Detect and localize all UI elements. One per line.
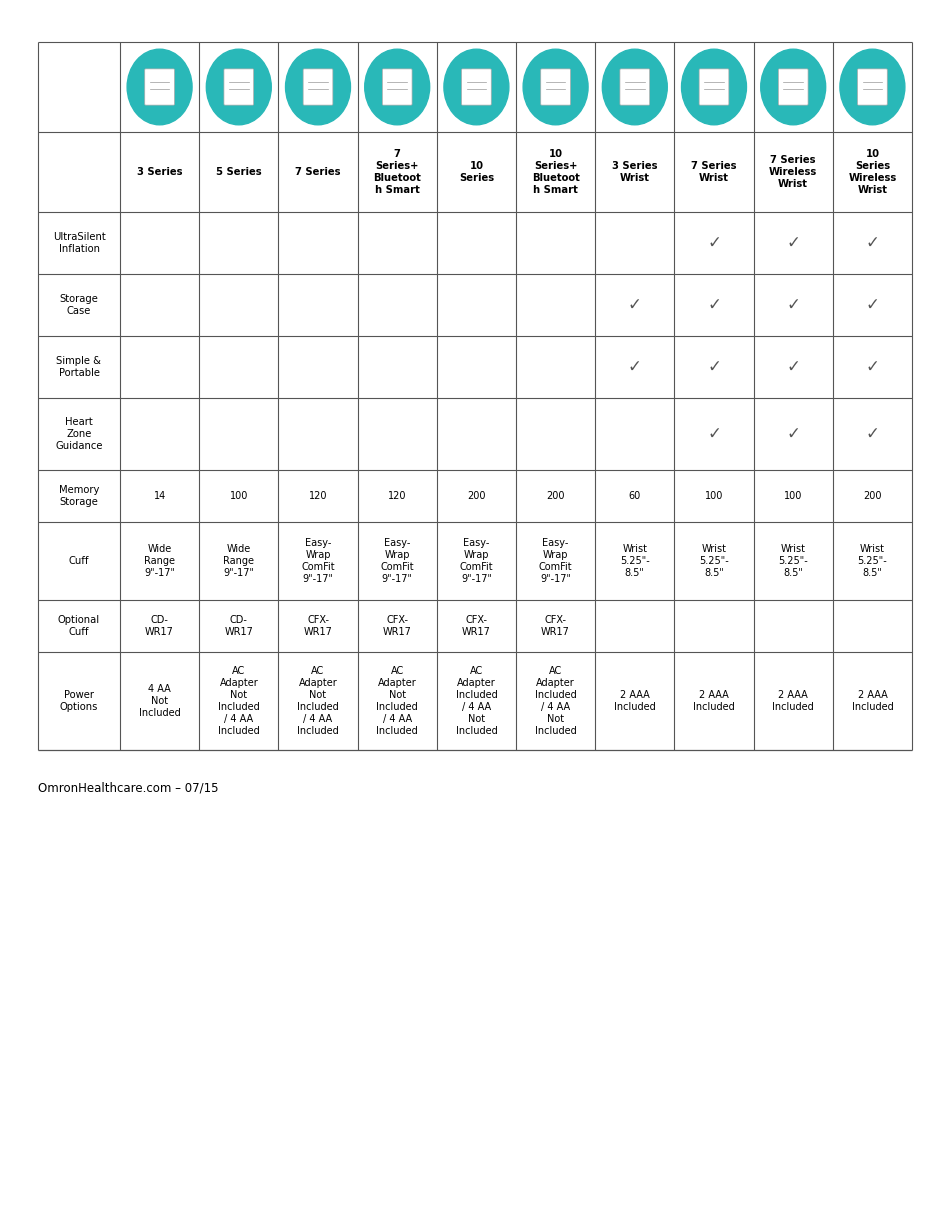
Text: Storage
Case: Storage Case <box>60 294 99 316</box>
Text: 14: 14 <box>154 491 165 501</box>
Text: Wrist
5.25"-
8.5": Wrist 5.25"- 8.5" <box>699 544 729 578</box>
FancyBboxPatch shape <box>144 69 175 105</box>
Text: ✓: ✓ <box>787 426 800 443</box>
Text: UltraSilent
Inflation: UltraSilent Inflation <box>52 232 105 255</box>
Text: 120: 120 <box>309 491 327 501</box>
Ellipse shape <box>840 49 904 124</box>
Ellipse shape <box>127 49 192 124</box>
FancyBboxPatch shape <box>778 69 808 105</box>
Text: ✓: ✓ <box>628 358 642 376</box>
Text: 2 AAA
Included: 2 AAA Included <box>772 690 814 712</box>
Ellipse shape <box>681 49 747 124</box>
Text: ✓: ✓ <box>707 296 721 314</box>
Text: Easy-
Wrap
ComFit
9"-17": Easy- Wrap ComFit 9"-17" <box>301 538 334 584</box>
Ellipse shape <box>761 49 826 124</box>
Text: Wide
Range
9"-17": Wide Range 9"-17" <box>144 544 175 578</box>
Text: Power
Options: Power Options <box>60 690 98 712</box>
Text: 120: 120 <box>388 491 407 501</box>
Ellipse shape <box>444 49 509 124</box>
Text: 2 AAA
Included: 2 AAA Included <box>851 690 893 712</box>
Text: CFX-
WR17: CFX- WR17 <box>304 615 332 637</box>
Text: Simple &
Portable: Simple & Portable <box>56 355 102 378</box>
Text: Heart
Zone
Guidance: Heart Zone Guidance <box>55 417 103 451</box>
Text: 5 Series: 5 Series <box>216 167 261 177</box>
Text: CFX-
WR17: CFX- WR17 <box>542 615 570 637</box>
FancyBboxPatch shape <box>541 69 570 105</box>
Text: 2 AAA
Included: 2 AAA Included <box>694 690 735 712</box>
Text: ✓: ✓ <box>787 358 800 376</box>
Ellipse shape <box>286 49 351 124</box>
Text: Optional
Cuff: Optional Cuff <box>58 615 100 637</box>
FancyBboxPatch shape <box>462 69 491 105</box>
Text: CFX-
WR17: CFX- WR17 <box>462 615 491 637</box>
FancyBboxPatch shape <box>382 69 412 105</box>
Text: 2 AAA
Included: 2 AAA Included <box>614 690 656 712</box>
Text: ✓: ✓ <box>865 358 880 376</box>
Ellipse shape <box>602 49 667 124</box>
Text: Cuff: Cuff <box>68 556 89 566</box>
Text: 200: 200 <box>864 491 882 501</box>
Text: ✓: ✓ <box>707 426 721 443</box>
Text: ✓: ✓ <box>787 234 800 252</box>
Text: AC
Adapter
Not
Included
/ 4 AA
Included: AC Adapter Not Included / 4 AA Included <box>218 665 259 736</box>
Text: Easy-
Wrap
ComFit
9"-17": Easy- Wrap ComFit 9"-17" <box>460 538 493 584</box>
Text: ✓: ✓ <box>787 296 800 314</box>
Text: Wide
Range
9"-17": Wide Range 9"-17" <box>223 544 255 578</box>
Text: OmronHealthcare.com – 07/15: OmronHealthcare.com – 07/15 <box>38 781 218 795</box>
Ellipse shape <box>523 49 588 124</box>
Text: 7
Series+
Bluetoot
h Smart: 7 Series+ Bluetoot h Smart <box>373 149 421 196</box>
Text: Wrist
5.25"-
8.5": Wrist 5.25"- 8.5" <box>778 544 808 578</box>
Text: ✓: ✓ <box>865 426 880 443</box>
FancyBboxPatch shape <box>699 69 729 105</box>
Text: 10
Series
Wireless
Wrist: 10 Series Wireless Wrist <box>848 149 897 196</box>
Text: 100: 100 <box>784 491 803 501</box>
Ellipse shape <box>206 49 272 124</box>
Text: AC
Adapter
Not
Included
/ 4 AA
Included: AC Adapter Not Included / 4 AA Included <box>376 665 418 736</box>
Text: 7 Series
Wrist: 7 Series Wrist <box>692 161 737 183</box>
Text: ✓: ✓ <box>865 296 880 314</box>
Text: Memory
Storage: Memory Storage <box>59 485 99 507</box>
Text: AC
Adapter
Included
/ 4 AA
Not
Included: AC Adapter Included / 4 AA Not Included <box>535 665 577 736</box>
Text: 3 Series: 3 Series <box>137 167 182 177</box>
FancyBboxPatch shape <box>303 69 332 105</box>
Text: ✓: ✓ <box>707 358 721 376</box>
Text: Wrist
5.25"-
8.5": Wrist 5.25"- 8.5" <box>858 544 887 578</box>
Text: 4 AA
Not
Included: 4 AA Not Included <box>139 684 180 718</box>
Text: 200: 200 <box>546 491 565 501</box>
Text: AC
Adapter
Not
Included
/ 4 AA
Included: AC Adapter Not Included / 4 AA Included <box>297 665 339 736</box>
Text: Wrist
5.25"-
8.5": Wrist 5.25"- 8.5" <box>620 544 650 578</box>
Text: ✓: ✓ <box>628 296 642 314</box>
FancyBboxPatch shape <box>858 69 887 105</box>
Text: AC
Adapter
Included
/ 4 AA
Not
Included: AC Adapter Included / 4 AA Not Included <box>456 665 497 736</box>
Text: 100: 100 <box>705 491 723 501</box>
Text: CD-
WR17: CD- WR17 <box>145 615 174 637</box>
Text: 10
Series+
Bluetoot
h Smart: 10 Series+ Bluetoot h Smart <box>532 149 579 196</box>
Text: 3 Series
Wrist: 3 Series Wrist <box>612 161 657 183</box>
Text: CD-
WR17: CD- WR17 <box>224 615 254 637</box>
Text: Easy-
Wrap
ComFit
9"-17": Easy- Wrap ComFit 9"-17" <box>539 538 573 584</box>
Text: 100: 100 <box>230 491 248 501</box>
Text: 10
Series: 10 Series <box>459 161 494 183</box>
Text: ✓: ✓ <box>865 234 880 252</box>
Text: 200: 200 <box>467 491 485 501</box>
Text: CFX-
WR17: CFX- WR17 <box>383 615 411 637</box>
FancyBboxPatch shape <box>224 69 254 105</box>
Text: Easy-
Wrap
ComFit
9"-17": Easy- Wrap ComFit 9"-17" <box>380 538 414 584</box>
Text: 7 Series
Wireless
Wrist: 7 Series Wireless Wrist <box>770 155 817 189</box>
Text: ✓: ✓ <box>707 234 721 252</box>
Text: 60: 60 <box>629 491 641 501</box>
FancyBboxPatch shape <box>620 69 650 105</box>
Ellipse shape <box>365 49 429 124</box>
Text: 7 Series: 7 Series <box>295 167 341 177</box>
